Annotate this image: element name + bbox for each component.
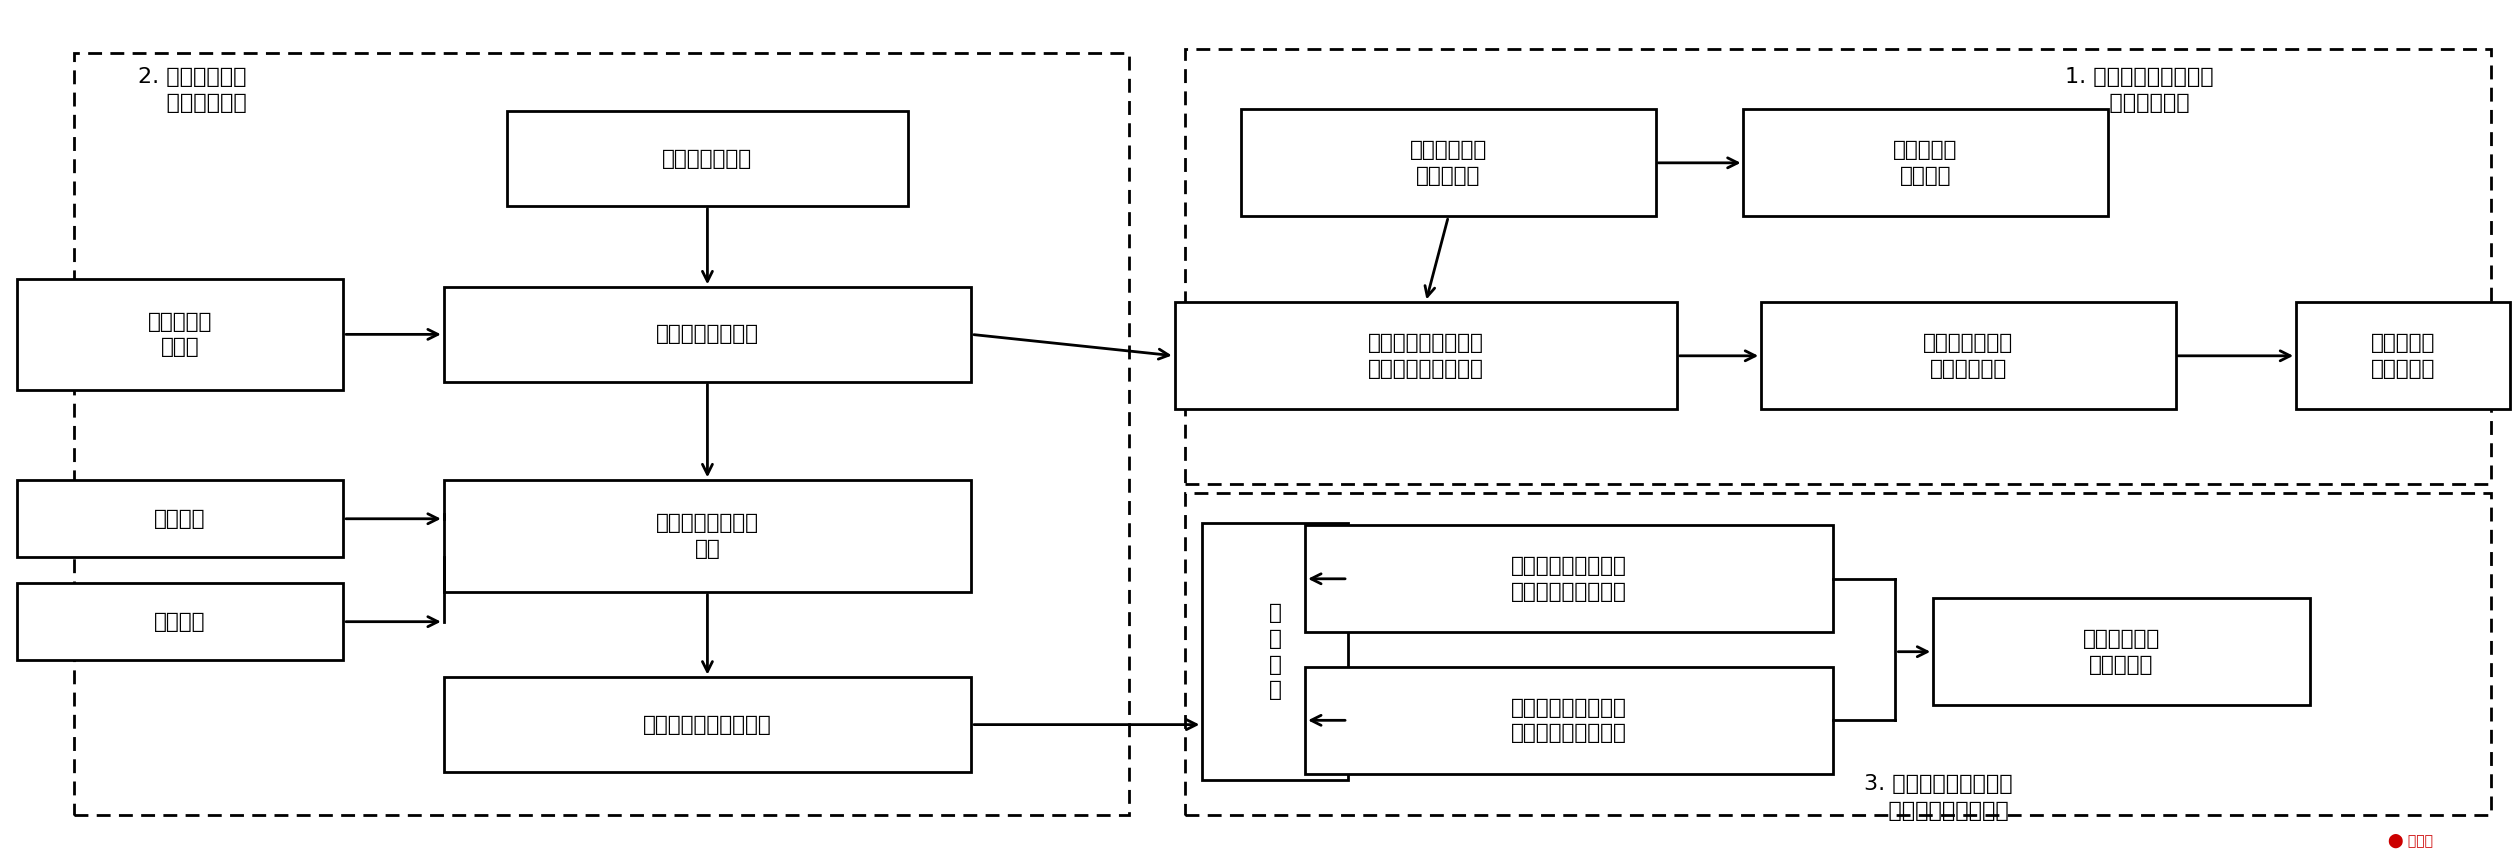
Bar [18,480,343,558]
Bar [1174,302,1676,410]
Text: ⬤ 鼎达信: ⬤ 鼎达信 [2389,833,2432,848]
Bar [1305,525,1832,632]
Text: 耗损机理: 耗损机理 [154,508,207,529]
Text: 2. 电缆老化虚拟
    仿真试验平台: 2. 电缆老化虚拟 仿真试验平台 [139,67,247,113]
Bar [1242,109,1656,216]
Text: 环境应力与表征寿命
特征参数的数学模型: 环境应力与表征寿命 特征参数的数学模型 [1512,556,1628,602]
Text: 3. 航天器电缆单因素及
   多因素寿命模型建立: 3. 航天器电缆单因素及 多因素寿命模型建立 [1865,774,2013,821]
Bar [444,288,970,382]
Text: 电缆寿命评
价指标体系: 电缆寿命评 价指标体系 [2371,333,2434,378]
Bar [76,53,1129,815]
Text: 表征寿命特征参数与
电缆寿命的数学模型: 表征寿命特征参数与 电缆寿命的数学模型 [1512,697,1628,743]
Text: 热、电、振
动应力: 热、电、振 动应力 [149,312,212,357]
Text: 目标模型载荷施加: 目标模型载荷施加 [655,325,759,345]
Bar [1761,302,2175,410]
Text: 表征寿命的可测
特征参数提取: 表征寿命的可测 特征参数提取 [1923,333,2013,378]
Text: 参
数
估
计: 参 数 估 计 [1268,604,1283,700]
Text: 1. 老化机理及寿命评价
   指标体系研究: 1. 老化机理及寿命评价 指标体系研究 [2064,67,2213,113]
Bar [1305,667,1832,774]
Bar [1933,598,2311,705]
Text: 热、电、振
动等应力: 热、电、振 动等应力 [1893,140,1958,185]
Bar [1184,493,2490,815]
Bar [1184,48,2490,484]
Bar [507,112,907,206]
Text: 关键因素的影响机理
及电缆失效模式分析: 关键因素的影响机理 及电缆失效模式分析 [1368,333,1484,378]
Bar [444,677,970,772]
Text: 电缆有限元模型: 电缆有限元模型 [663,149,753,169]
Bar [1202,523,1348,780]
Text: 模拟加速老化试验
过程: 模拟加速老化试验 过程 [655,514,759,559]
Bar [18,279,343,390]
Text: 影响电缆寿命
的关键因素: 影响电缆寿命 的关键因素 [1409,140,1487,185]
Text: 加速因子: 加速因子 [154,611,207,631]
Bar [444,480,970,591]
Bar [2296,302,2510,410]
Bar [18,583,343,660]
Bar [1744,109,2107,216]
Text: 基于虚拟仿真
的寿命模型: 基于虚拟仿真 的寿命模型 [2084,629,2160,675]
Text: 建立虚拟仿真试验平台: 建立虚拟仿真试验平台 [643,714,771,734]
